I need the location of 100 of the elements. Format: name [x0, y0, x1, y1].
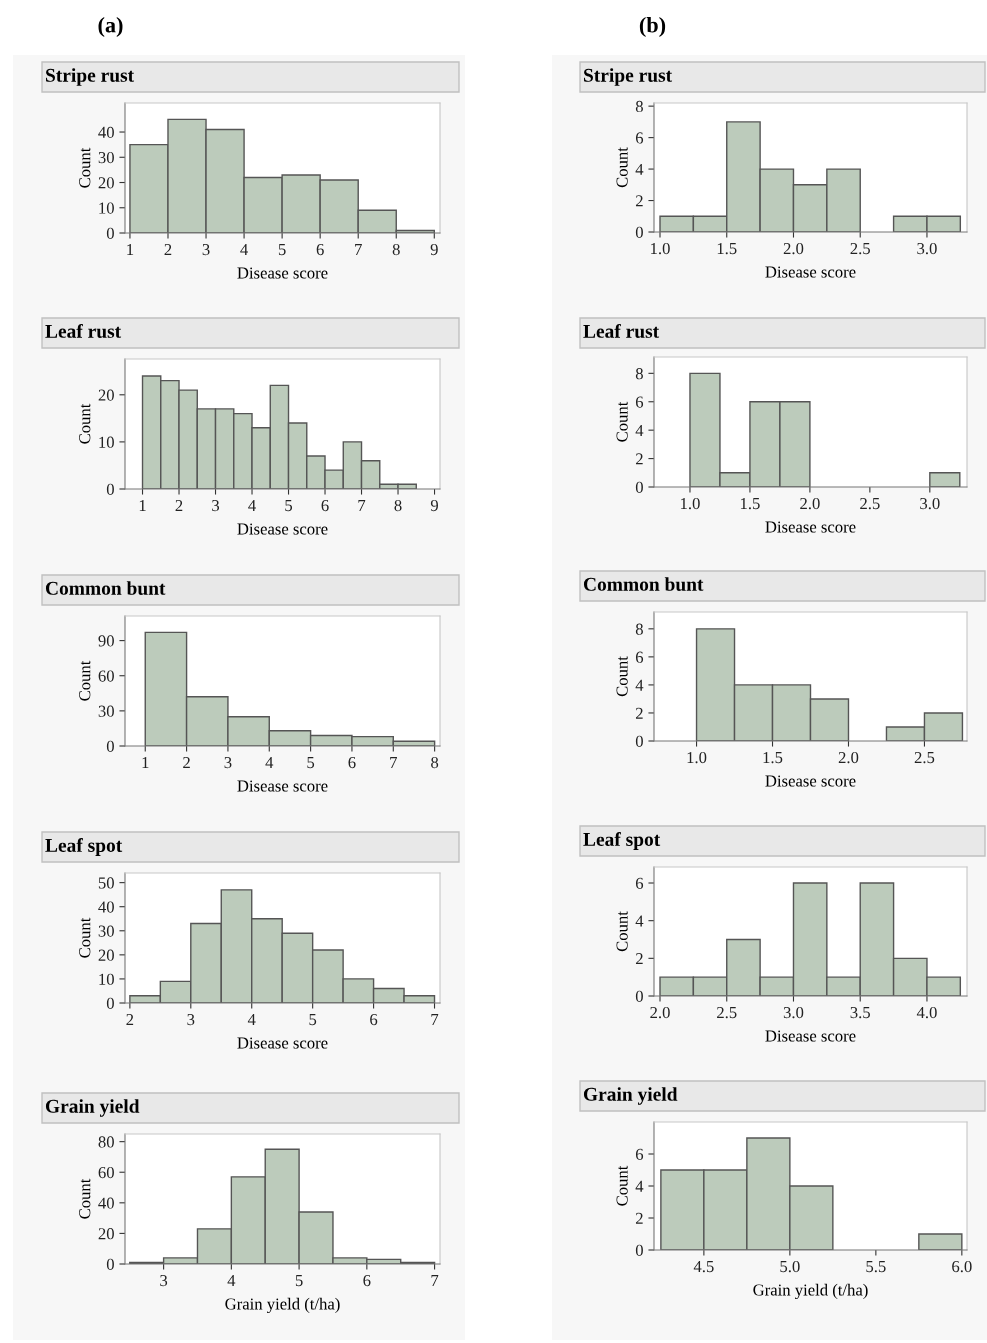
chart-title: Leaf spot [583, 832, 661, 850]
x-axis-title: Disease score [237, 523, 328, 535]
y-axis-title: Count [79, 403, 91, 444]
text: (b) [639, 16, 666, 38]
x-axis-title: Disease score [237, 780, 328, 792]
x-tick-label: 3 [160, 1274, 168, 1287]
y-tick-label: 0 [106, 227, 114, 239]
y-tick-label: 2 [635, 953, 643, 965]
x-tick-label: 5 [285, 500, 293, 512]
chart-title: Grain yield [45, 1099, 140, 1117]
y-tick-label: 0 [106, 483, 114, 495]
y-tick-label: 40 [98, 1197, 114, 1209]
x-tick-label: 4 [240, 244, 248, 255]
chart-title: Grain yield [583, 1087, 678, 1105]
y-tick-label: 4 [635, 915, 644, 927]
y-axis-title: Count [616, 1165, 628, 1206]
x-tick-label: 1 [142, 756, 149, 768]
x-tick-label: 8 [394, 499, 402, 512]
x-tick-label: 2.5 [914, 751, 935, 764]
x-tick-label: 1.5 [717, 242, 737, 255]
y-tick-label: 0 [106, 1258, 114, 1270]
x-tick-label: 8 [431, 756, 439, 769]
x-tick-label: 2.0 [783, 242, 804, 255]
x-tick-label: 6 [348, 756, 356, 769]
x-tick-label: 4 [248, 500, 256, 511]
x-tick-label: 3 [187, 1013, 195, 1026]
x-tick-label: 4 [247, 1014, 256, 1025]
x-tick-label: 5 [309, 1014, 317, 1026]
y-axis-title: Count [616, 401, 628, 442]
chart-title: Stripe rust [46, 68, 135, 86]
y-tick-label: 20 [98, 949, 114, 961]
y-tick-label: 2 [635, 707, 643, 719]
y-tick-label: 6 [635, 1148, 644, 1160]
x-tick-label: 6.0 [952, 1260, 972, 1273]
y-tick-label: 6 [635, 396, 644, 408]
y-tick-label: 10 [99, 202, 114, 214]
x-tick-label: 6 [363, 1274, 371, 1287]
chart-title: Leaf spot [45, 838, 123, 856]
y-axis-title: Count [616, 911, 628, 952]
y-tick-label: 30 [98, 925, 114, 937]
x-tick-label: 5 [278, 244, 286, 256]
y-tick-label: 0 [635, 735, 643, 747]
x-tick-label: 4.5 [693, 1261, 714, 1273]
x-axis-title: Grain yield (t/ha) [753, 1283, 868, 1300]
x-tick-label: 6 [370, 1013, 378, 1026]
x-tick-label: 2.5 [860, 497, 880, 510]
x-tick-label: 6 [316, 243, 324, 256]
chart-title: Stripe rust [584, 68, 673, 86]
x-tick-label: 3.5 [850, 1006, 870, 1019]
x-tick-label: 2 [164, 243, 172, 255]
x-axis-title: Grain yield (t/ha) [225, 1297, 340, 1314]
x-tick-label: 3 [212, 499, 220, 512]
y-tick-label: 40 [98, 126, 114, 138]
x-tick-label: 2 [126, 1013, 134, 1025]
y-tick-label: 20 [98, 177, 114, 189]
x-tick-label: 2 [183, 756, 190, 768]
x-tick-label: 7 [431, 1275, 439, 1286]
x-tick-label: 9 [430, 243, 438, 256]
y-tick-label: 40 [98, 901, 114, 913]
y-tick-label: 0 [635, 1244, 643, 1256]
x-tick-label: 2 [175, 499, 183, 511]
text: (a) [98, 16, 123, 38]
chart-title: Common bunt [583, 577, 704, 591]
x-tick-label: 3.0 [920, 497, 940, 510]
y-tick-label: 6 [635, 651, 644, 663]
y-axis-title: Count [79, 917, 91, 958]
x-axis-title: Disease score [765, 266, 856, 278]
x-tick-label: 5 [295, 1275, 303, 1287]
y-axis-title: Count [79, 660, 91, 701]
x-tick-label: 7 [390, 757, 397, 768]
x-tick-label: 2.5 [850, 242, 870, 255]
x-tick-label: 6 [321, 499, 329, 512]
y-tick-label: 4 [635, 1180, 644, 1192]
x-tick-label: 3 [202, 243, 210, 256]
x-tick-label: 1.0 [681, 497, 700, 510]
x-tick-label: 2.0 [838, 751, 859, 764]
y-tick-label: 2 [635, 195, 643, 207]
x-tick-label: 3 [224, 756, 232, 769]
x-tick-label: 1 [127, 243, 134, 255]
y-tick-label: 4 [635, 424, 644, 436]
y-tick-label: 10 [99, 973, 114, 985]
x-tick-label: 2.5 [717, 1006, 737, 1019]
x-tick-label: 5.0 [780, 1260, 800, 1273]
y-tick-label: 50 [98, 877, 114, 889]
y-tick-label: 10 [99, 436, 114, 448]
x-tick-label: 4.0 [916, 1006, 937, 1019]
x-axis-title: Disease score [765, 521, 856, 533]
y-tick-label: 2 [635, 1212, 643, 1224]
y-tick-label: 20 [98, 1228, 114, 1240]
y-axis-title: Count [616, 656, 628, 697]
y-tick-label: 0 [106, 997, 114, 1009]
x-axis-title: Disease score [765, 775, 856, 787]
x-tick-label: 1 [139, 499, 146, 511]
y-tick-label: 90 [98, 635, 114, 647]
x-tick-label: 1.0 [651, 242, 670, 255]
y-tick-label: 60 [98, 1166, 114, 1179]
y-tick-label: 4 [635, 679, 644, 691]
x-tick-label: 1.5 [740, 497, 760, 510]
x-tick-label: 9 [430, 499, 439, 512]
y-axis-title: Count [79, 147, 91, 188]
